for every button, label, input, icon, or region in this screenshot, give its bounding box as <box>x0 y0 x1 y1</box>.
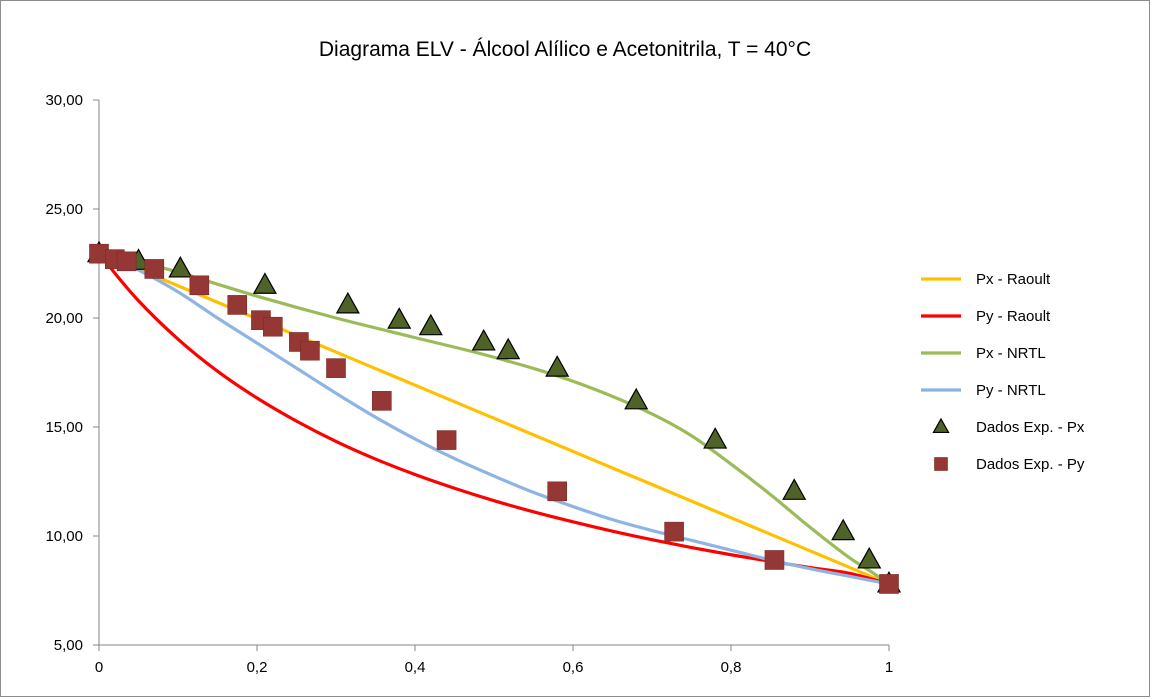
legend-label: Py - NRTL <box>976 382 1046 399</box>
legend-label: Px - Raoult <box>976 271 1051 288</box>
series-line-py-nrtl <box>97 251 891 586</box>
data-point-triangle <box>703 427 728 449</box>
y-tick-label: 5,00 <box>54 637 83 654</box>
data-point-square <box>372 391 392 411</box>
data-point-triangle <box>496 337 521 360</box>
legend-label: Px - NRTL <box>976 345 1046 362</box>
y-tick-label: 10,00 <box>45 528 83 545</box>
legend-item-px-raoult: Px - Raoult <box>921 271 1051 288</box>
data-point-triangle <box>387 307 412 329</box>
y-tick-label: 30,00 <box>45 92 83 109</box>
legend: Px - Raoult Py - Raoult Px - NRTL Py - NRTL… <box>921 271 1085 473</box>
data-point-triangle <box>168 255 193 278</box>
series-line-py-raoult <box>97 251 891 586</box>
data-point-triangle <box>624 387 649 410</box>
data-point-square <box>664 521 684 542</box>
legend-label: Py - Raoult <box>976 308 1051 325</box>
chart-title: Diagrama ELV - Álcool Alílico e Acetonit… <box>319 38 811 61</box>
data-point-square <box>879 574 899 594</box>
data-point-triangle <box>418 313 443 336</box>
data-point-square <box>436 430 457 450</box>
x-tick-label: 0,2 <box>247 659 268 676</box>
series-layer <box>86 240 902 594</box>
x-tick-label: 0,4 <box>405 659 426 676</box>
x-tick-label: 0 <box>95 659 103 676</box>
legend-swatch <box>932 417 950 434</box>
data-point-square <box>189 275 210 296</box>
data-point-triangle <box>335 291 360 314</box>
y-tick-label: 15,00 <box>45 419 83 436</box>
x-tick-label: 0,6 <box>563 659 584 676</box>
series-line-px-nrtl <box>97 251 891 586</box>
legend-item-py-nrtl: Py - NRTL <box>921 382 1046 399</box>
data-point-square <box>300 340 320 361</box>
data-point-triangle <box>252 272 277 294</box>
data-point-square <box>326 358 346 378</box>
legend-item-py-raoult: Py - Raoult <box>921 308 1051 325</box>
data-point-triangle <box>782 478 807 500</box>
data-point-square <box>764 550 785 570</box>
y-tick-label: 20,00 <box>45 310 83 327</box>
y-tick-label: 25,00 <box>45 201 83 218</box>
x-tick-label: 1 <box>885 659 893 676</box>
data-point-square <box>144 259 165 279</box>
data-point-triangle <box>471 328 496 351</box>
series-markers-dados-exp-py <box>89 243 899 594</box>
x-tick-label: 0,8 <box>721 659 742 676</box>
series-line-px-raoult <box>97 251 891 586</box>
data-point-square <box>227 295 248 315</box>
data-point-square <box>116 251 137 272</box>
legend-label: Dados Exp. - Py <box>976 456 1085 473</box>
legend-item-dados-exp-py: Dados Exp. - Py <box>934 456 1085 473</box>
data-point-square <box>547 481 568 502</box>
data-point-triangle <box>831 518 856 541</box>
legend-label: Dados Exp. - Px <box>976 419 1085 436</box>
plot-axes: 5,00 10,00 15,00 20,00 25,00 30,00 0 0,2 0,4 0,6 0… <box>45 92 893 676</box>
data-point-triangle <box>857 546 882 569</box>
legend-swatch <box>934 457 948 471</box>
data-point-square <box>262 316 283 337</box>
data-point-triangle <box>545 355 570 377</box>
legend-item-px-nrtl: Px - NRTL <box>921 345 1046 362</box>
legend-item-dados-exp-px: Dados Exp. - Px <box>932 417 1085 436</box>
